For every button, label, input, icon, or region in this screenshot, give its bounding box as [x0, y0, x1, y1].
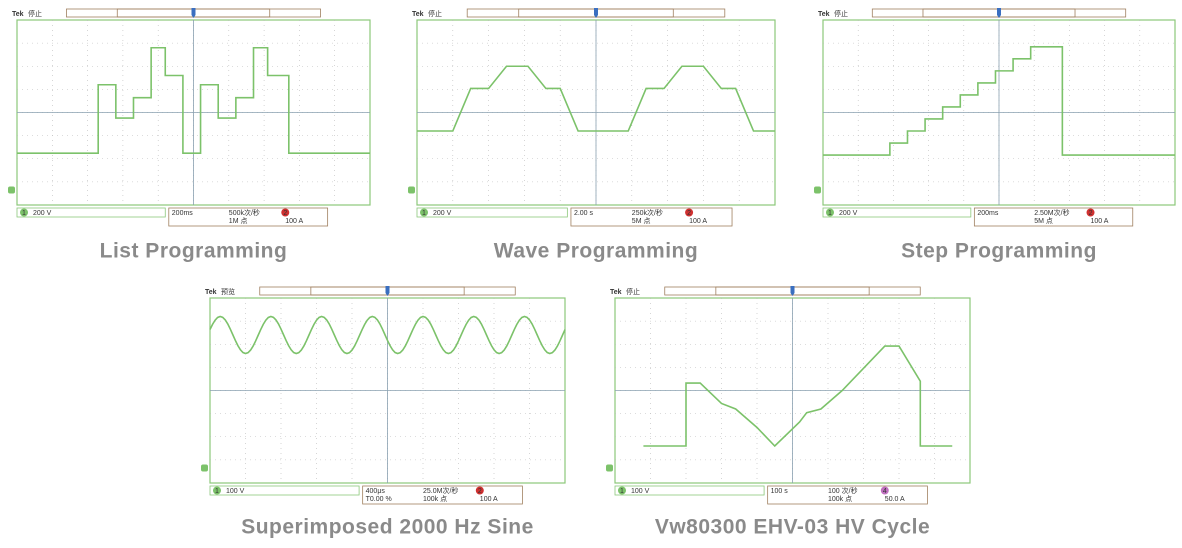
sample-rate: 500k次/秒	[229, 208, 260, 217]
channel-scale: 200 V	[839, 210, 858, 217]
trigger-channel: 2	[687, 210, 691, 217]
record-length: 1M 点	[229, 217, 248, 225]
timebase: 200ms	[977, 210, 999, 217]
sample-rate: 25.0M次/秒	[423, 486, 458, 495]
trigger-level: 50.0 A	[885, 496, 905, 503]
status: 预览	[221, 287, 235, 296]
brand: Tek	[818, 11, 830, 18]
timebase: 2.00 s	[574, 210, 594, 217]
trigger-channel: 2	[283, 210, 287, 217]
caption: Vw80300 EHV-03 HV Cycle	[655, 516, 930, 539]
record-length: 100k 点	[828, 495, 852, 503]
status: 停止	[626, 287, 640, 296]
channel-number: 1	[620, 488, 624, 495]
page: Tek停止1200 V200ms500k次/秒1M 点2100 AList Pr…	[0, 0, 1182, 543]
timebase: 200ms	[172, 210, 194, 217]
record-length: 5M 点	[1034, 217, 1053, 225]
ch-marker	[814, 187, 821, 194]
ch-marker	[606, 465, 613, 472]
channel-number: 1	[22, 210, 26, 217]
brand: Tek	[412, 11, 424, 18]
timebase: 400μs	[366, 488, 386, 495]
brand: Tek	[610, 289, 622, 296]
sample-rate: 250k次/秒	[632, 208, 663, 217]
ch-marker	[8, 187, 15, 194]
trigger-level: 100 A	[1091, 218, 1109, 225]
channel-scale: 200 V	[33, 210, 52, 217]
caption: Superimposed 2000 Hz Sine	[241, 516, 534, 539]
channel-number: 1	[828, 210, 832, 217]
channel-scale: 200 V	[433, 210, 452, 217]
trigger-channel: 2	[1089, 210, 1093, 217]
brand: Tek	[205, 289, 217, 296]
caption: List Programming	[100, 240, 288, 263]
channel-number: 1	[215, 488, 219, 495]
trigger-channel: 4	[883, 488, 887, 495]
record-length: 100k 点	[423, 495, 447, 503]
sample-rate: 100 次/秒	[828, 486, 858, 495]
trigger-level: 100 A	[689, 218, 707, 225]
caption: Wave Programming	[494, 240, 698, 263]
trigger-level: 100 A	[285, 218, 303, 225]
channel-scale: 100 V	[631, 488, 650, 495]
status: 停止	[834, 9, 848, 18]
channel-scale: 100 V	[226, 488, 245, 495]
brand: Tek	[12, 11, 24, 18]
ch-marker	[408, 187, 415, 194]
status: 停止	[28, 9, 42, 18]
trigger-level: 100 A	[480, 496, 498, 503]
status: 停止	[428, 9, 442, 18]
ch-marker	[201, 465, 208, 472]
record-length: 5M 点	[632, 217, 651, 225]
caption: Step Programming	[901, 240, 1097, 263]
timebase: 100 s	[771, 488, 789, 495]
sample-rate: 2.50M次/秒	[1034, 208, 1069, 217]
position: T0.00 %	[366, 496, 392, 503]
channel-number: 1	[422, 210, 426, 217]
trigger-channel: 2	[478, 488, 482, 495]
